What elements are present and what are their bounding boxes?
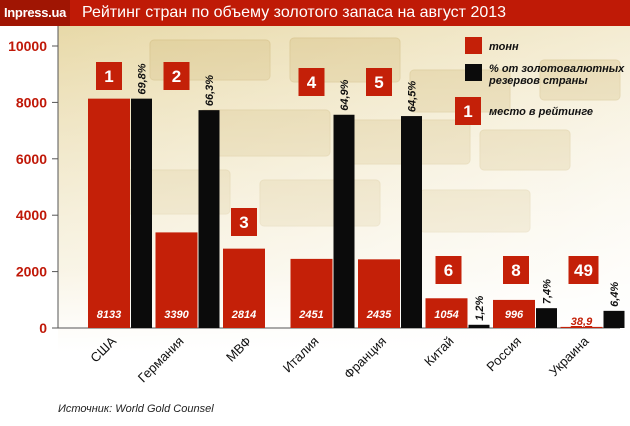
- rank-badge-label: 3: [239, 213, 248, 232]
- bar-pct: [401, 116, 422, 328]
- y-tick-label: 0: [39, 320, 47, 336]
- rank-badge-label: 8: [511, 261, 520, 280]
- y-tick-label: 2000: [16, 264, 47, 280]
- rank-badge-label: 2: [172, 67, 181, 86]
- rank-badge-label: 1: [104, 67, 113, 86]
- bar-tons-label: 2814: [231, 309, 256, 321]
- chart-title: Рейтинг стран по объему золотого запаса …: [82, 4, 507, 21]
- bar-pct-label: 1,2%: [474, 295, 486, 320]
- rank-badge-label: 6: [444, 261, 453, 280]
- bar-pct: [536, 308, 557, 328]
- rank-badge: [435, 256, 462, 284]
- source-note: Источник: World Gold Counsel: [58, 403, 214, 415]
- legend-pct-label: % от золотовалютных: [489, 63, 625, 75]
- bar-tons: [223, 248, 265, 328]
- rank-badge: [503, 256, 529, 284]
- rank-badge: [366, 68, 392, 96]
- bar-pct: [468, 324, 490, 328]
- bar-tons-label: 2451: [298, 309, 323, 321]
- bar-tons-label: 996: [505, 309, 524, 321]
- legend-pct-swatch: [465, 64, 482, 81]
- bar-tons: [358, 259, 400, 328]
- bar-tons-label: 38,9: [571, 316, 593, 328]
- bar-tons-label: 8133: [97, 309, 121, 321]
- rank-badge-label: 5: [374, 73, 383, 92]
- header-bar: Inpress.ua Рейтинг стран по объему золот…: [0, 0, 630, 26]
- rank-badge: [163, 62, 190, 90]
- bar-pct: [603, 310, 625, 328]
- bar-pct-label: 64,5%: [407, 81, 419, 112]
- bars: 813369,8%1США339066,3%2Германия28143МВФ2…: [87, 62, 625, 385]
- legend-rank-label: место в рейтинге: [489, 106, 593, 118]
- legend-rank-swatch: [455, 97, 481, 125]
- bar-pct: [198, 110, 220, 329]
- bar-tons: [425, 298, 468, 328]
- rank-badge: [298, 68, 325, 96]
- y-tick-label: 8000: [16, 94, 47, 110]
- legend-tons-swatch: [465, 37, 482, 54]
- y-tick-label: 6000: [16, 151, 47, 167]
- bar-pct-label: 7,4%: [542, 279, 554, 304]
- rank-badge: [231, 208, 257, 236]
- bar-tons-label: 3390: [164, 309, 189, 321]
- y-tick-label: 10000: [8, 38, 47, 54]
- brand-logo[interactable]: Inpress.ua: [0, 0, 70, 26]
- bar-pct: [131, 98, 152, 328]
- rank-badge-label: 4: [307, 73, 317, 92]
- legend-rank-sample: 1: [463, 102, 472, 121]
- rank-badge-label: 49: [574, 261, 593, 280]
- bar-tons: [493, 299, 535, 328]
- bar-tons: [560, 326, 603, 328]
- legend-tons-label: тонн: [489, 41, 519, 53]
- bar-tons-label: 2435: [366, 309, 392, 321]
- bar-pct-label: 6,4%: [609, 282, 621, 307]
- bar-pct-label: 69,8%: [137, 63, 149, 94]
- bar-tons: [88, 98, 130, 328]
- bar-pct-label: 64,9%: [339, 79, 351, 110]
- bar-tons: [290, 258, 333, 328]
- bar-tons: [155, 232, 198, 328]
- legend-pct-label-2: резервов страны: [488, 75, 588, 87]
- bar-pct-label: 66,3%: [204, 75, 216, 106]
- bar-tons-label: 1054: [434, 309, 458, 321]
- bar-pct: [333, 114, 355, 329]
- rank-badge: [568, 256, 599, 284]
- y-tick-label: 4000: [16, 207, 47, 223]
- rank-badge: [96, 62, 122, 90]
